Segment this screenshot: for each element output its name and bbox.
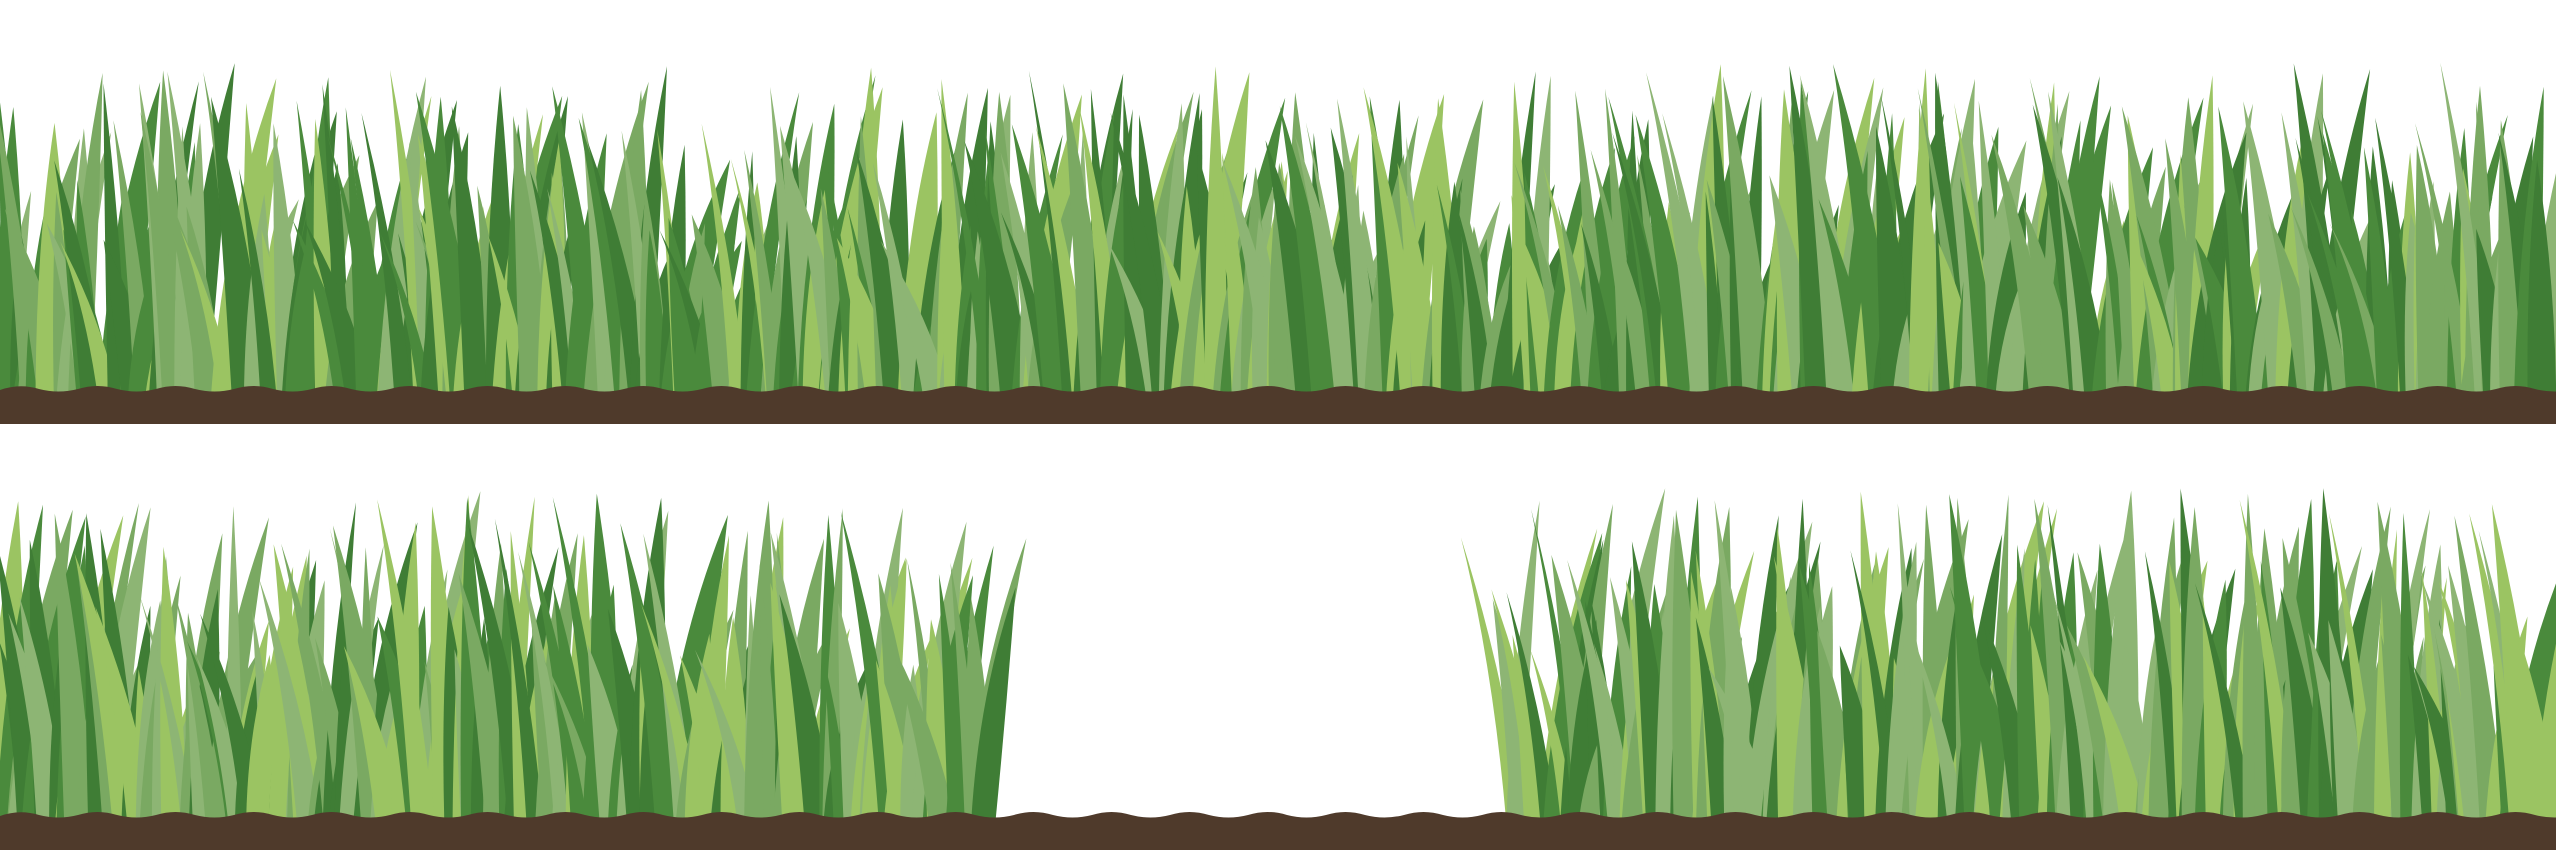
grass-blade-306	[1635, 114, 1700, 392]
grass-blade-74	[361, 112, 412, 393]
grass-blade-69	[350, 138, 391, 392]
grass-blade-448	[2415, 123, 2474, 392]
grass-blade-357	[2454, 515, 2505, 818]
grass-blade-292	[2083, 656, 2147, 818]
grass-blade-222	[1204, 66, 1228, 393]
grass-blade-32	[140, 111, 186, 393]
bottom-grass-strip	[0, 488, 2556, 850]
grass-blade-135	[695, 649, 757, 818]
grass-blade-98	[494, 518, 543, 818]
bottom-soil-strip	[0, 812, 2556, 850]
grass-blade-350	[1908, 68, 1932, 393]
grass-blade-382	[2057, 177, 2110, 392]
grass-blade-293	[1581, 223, 1620, 392]
grass-blade-50	[238, 168, 277, 392]
grass-blade-20	[60, 241, 117, 392]
grass-blade-42	[180, 228, 235, 392]
grass-blade-78	[377, 499, 434, 818]
grass-blade-136	[740, 151, 756, 392]
grass-blade-185	[1506, 592, 1557, 818]
bottom-grass-blades	[0, 488, 2556, 818]
grass-blade-78	[380, 233, 433, 392]
grass-blade-56	[259, 579, 320, 818]
top-soil-strip	[0, 386, 2556, 424]
grass-blade-55	[273, 544, 325, 818]
grass-blade-178	[971, 587, 1016, 818]
grass-blade-102	[518, 551, 572, 818]
grass-blade-72	[343, 646, 404, 818]
grass-blade-140	[759, 564, 779, 818]
grass-blade-268	[1949, 586, 2011, 818]
grass-blade-364	[2491, 504, 2543, 818]
top-grass-blades	[0, 62, 2556, 393]
grass-blade-396	[2133, 240, 2183, 392]
grass-blade-426	[2290, 206, 2351, 392]
grass-blade-376	[2023, 205, 2079, 392]
grass-blade-410	[2218, 106, 2265, 392]
grass-blade-40	[175, 595, 223, 818]
grass-blade-134	[701, 123, 746, 392]
grass-blade-180	[937, 88, 995, 393]
grass-blade-270	[1458, 212, 1493, 392]
grass-blade-312	[2195, 583, 2254, 818]
grass-blade-303	[1612, 132, 1677, 392]
grass-blade-211	[1110, 112, 1177, 393]
grass-blade-366	[2516, 627, 2556, 818]
grass-blade-260	[1909, 629, 1965, 818]
top-grass-strip	[0, 62, 2556, 424]
grass-blade-33	[139, 594, 195, 818]
grass-blade-320	[1723, 76, 1774, 392]
grass-blade-172	[887, 635, 955, 818]
grass-blade-249	[1337, 98, 1381, 392]
grass-blade-462	[2527, 159, 2556, 392]
grass-blade-224	[1708, 667, 1776, 818]
grass-blade-174	[938, 573, 968, 818]
grass-blade-170	[880, 240, 949, 392]
grass-blade-141	[744, 149, 784, 392]
grass-blade-46	[200, 613, 266, 818]
grass-blade-185	[964, 141, 1035, 392]
